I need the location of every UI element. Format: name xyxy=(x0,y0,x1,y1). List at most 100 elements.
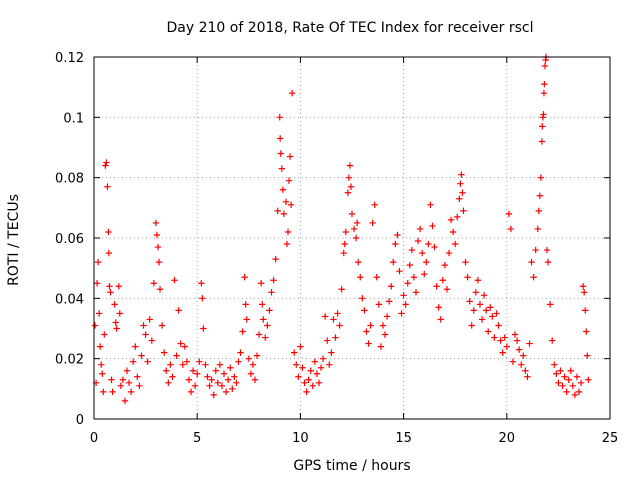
data-point xyxy=(262,334,269,341)
data-point xyxy=(350,225,358,233)
data-point xyxy=(383,313,391,320)
data-point xyxy=(313,370,321,377)
data-point xyxy=(242,301,249,308)
data-point xyxy=(520,352,527,359)
data-point xyxy=(375,301,383,308)
data-point xyxy=(278,165,286,172)
data-point xyxy=(557,367,564,374)
data-point xyxy=(285,177,293,184)
data-point xyxy=(270,277,277,284)
data-point xyxy=(222,388,230,396)
data-point xyxy=(398,310,405,317)
data-points xyxy=(91,53,592,405)
data-point xyxy=(101,331,108,338)
y-tick-label: 0.1 xyxy=(63,111,84,126)
data-point xyxy=(493,310,500,317)
data-point xyxy=(581,289,588,296)
data-point xyxy=(321,313,329,320)
x-axis-label: GPS time / hours xyxy=(293,458,410,474)
data-point xyxy=(470,307,477,314)
data-point xyxy=(452,240,459,248)
data-point xyxy=(214,379,222,386)
data-point xyxy=(354,258,362,266)
data-point xyxy=(388,283,395,290)
data-point xyxy=(559,382,566,390)
data-point xyxy=(160,349,168,356)
data-point xyxy=(255,331,263,338)
data-point xyxy=(130,358,137,365)
data-point xyxy=(367,322,374,329)
data-point xyxy=(528,258,535,266)
data-point xyxy=(336,322,343,329)
data-point xyxy=(361,307,368,314)
data-point xyxy=(247,370,255,377)
data-point xyxy=(478,316,486,323)
data-point xyxy=(326,361,333,368)
data-point xyxy=(268,289,275,296)
data-point xyxy=(106,283,113,290)
data-point xyxy=(167,361,174,368)
data-point xyxy=(437,316,444,323)
data-point xyxy=(577,379,585,386)
data-point xyxy=(142,331,149,338)
data-point xyxy=(507,225,515,233)
data-point xyxy=(299,364,306,371)
data-point xyxy=(348,210,356,218)
data-point xyxy=(357,274,364,281)
data-point xyxy=(253,352,261,359)
data-point xyxy=(332,334,339,341)
data-point xyxy=(421,271,428,278)
data-point xyxy=(239,328,246,335)
data-point xyxy=(495,322,502,329)
data-point xyxy=(134,373,141,380)
data-point xyxy=(462,258,469,266)
data-point xyxy=(233,379,240,386)
data-point xyxy=(369,219,376,227)
data-point xyxy=(396,267,403,275)
data-point xyxy=(571,391,579,399)
data-point xyxy=(540,90,548,97)
data-point xyxy=(136,382,143,390)
data-point xyxy=(530,274,537,281)
data-point xyxy=(115,283,122,290)
data-point xyxy=(109,388,116,396)
data-point xyxy=(309,382,316,390)
data-point xyxy=(276,135,284,142)
data-point xyxy=(93,280,101,287)
data-point xyxy=(511,331,519,338)
data-point xyxy=(301,379,308,386)
data-point xyxy=(439,277,447,284)
data-point xyxy=(472,289,480,296)
data-point xyxy=(121,397,129,405)
data-point xyxy=(553,370,560,377)
data-point xyxy=(199,295,206,302)
data-point xyxy=(515,346,523,353)
data-point xyxy=(423,258,430,266)
data-point xyxy=(231,373,238,380)
data-point xyxy=(216,361,224,368)
data-point xyxy=(338,286,345,293)
data-point xyxy=(435,304,442,311)
data-point xyxy=(104,183,111,190)
data-point xyxy=(457,180,464,187)
data-point xyxy=(297,343,304,350)
x-tick-label: 5 xyxy=(193,431,201,446)
data-point xyxy=(346,162,354,169)
data-point xyxy=(293,361,300,368)
data-point xyxy=(575,388,583,396)
data-point xyxy=(489,313,496,320)
data-point xyxy=(352,234,360,242)
data-point xyxy=(99,370,106,377)
data-point xyxy=(100,388,107,396)
y-tick-label: 0.04 xyxy=(55,292,84,307)
data-point xyxy=(266,307,273,314)
data-point xyxy=(392,240,399,248)
data-point xyxy=(365,340,372,347)
data-point xyxy=(518,361,525,368)
data-point xyxy=(194,370,201,377)
data-point xyxy=(499,349,506,356)
data-point xyxy=(116,310,123,317)
data-point xyxy=(295,373,302,380)
data-point xyxy=(536,192,544,199)
data-point xyxy=(125,379,133,386)
